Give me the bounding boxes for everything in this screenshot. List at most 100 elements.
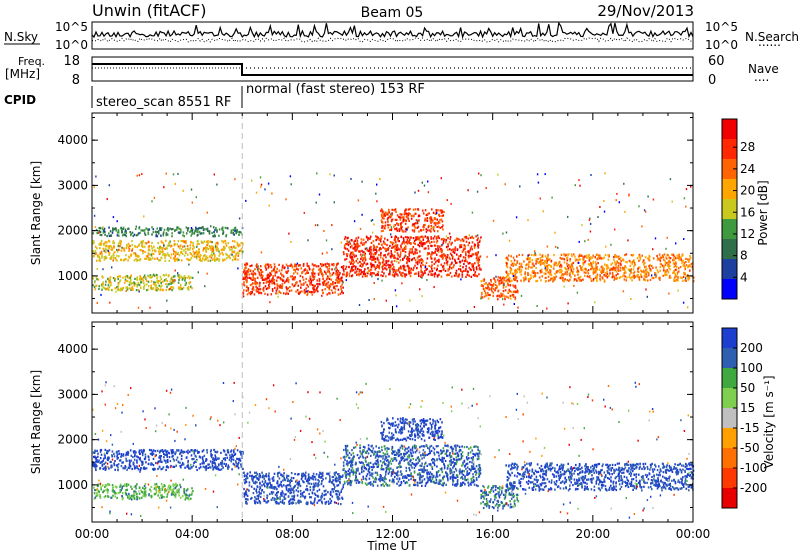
echo-cell	[179, 288, 181, 291]
echo-cell	[185, 283, 187, 286]
echo-cell	[632, 268, 635, 271]
echo-cell	[448, 268, 451, 271]
echo-cell	[528, 261, 530, 264]
echo-cell	[212, 246, 214, 249]
echo-cell	[226, 227, 228, 230]
echo-cell	[439, 254, 442, 257]
echo-cell	[334, 291, 336, 294]
echo-cell	[170, 281, 173, 284]
echo-cell	[209, 466, 211, 469]
echo-cell	[156, 227, 158, 230]
echo-cell	[224, 226, 227, 229]
echo-cell	[474, 271, 477, 274]
echo-cell	[207, 259, 209, 262]
echo-cell	[302, 480, 304, 483]
echo-cell	[469, 254, 472, 258]
echo-cell	[361, 271, 364, 274]
echo-cell	[418, 261, 421, 264]
echo-cell	[398, 228, 401, 231]
echo-cell	[597, 216, 599, 218]
echo-cell	[399, 259, 402, 262]
echo-cell	[492, 219, 495, 222]
echo-cell	[383, 254, 385, 257]
echo-cell	[296, 281, 298, 284]
echo-cell	[331, 263, 333, 266]
echo-cell	[531, 259, 534, 262]
echo-cell	[459, 244, 461, 247]
echo-cell	[361, 180, 363, 183]
echo-cell	[126, 452, 128, 456]
echo-cell	[270, 293, 273, 296]
echo-cell	[123, 247, 125, 250]
echo-cell	[464, 245, 466, 248]
echo-cell	[251, 283, 253, 286]
echo-cell	[523, 260, 525, 263]
echo-cell	[121, 234, 124, 237]
echo-cell	[462, 256, 465, 259]
echo-cell	[420, 266, 422, 269]
echo-cell	[170, 449, 172, 452]
echo-cell	[520, 269, 523, 272]
echo-cell	[355, 265, 357, 268]
echo-cell	[555, 261, 557, 264]
echo-cell	[393, 275, 396, 278]
echo-cell	[103, 489, 105, 492]
echo-cell	[381, 225, 384, 228]
echo-cell	[380, 230, 383, 233]
echo-cell	[282, 475, 285, 478]
echo-cell	[622, 290, 625, 293]
echo-cell	[528, 253, 531, 256]
echo-cell	[683, 197, 686, 200]
echo-cell	[424, 242, 426, 245]
echo-cell	[150, 490, 152, 493]
echo-cell	[151, 249, 154, 252]
echo-cell	[676, 254, 679, 257]
echo-cell	[125, 232, 128, 235]
echo-cell	[563, 285, 565, 288]
echo-cell	[267, 273, 269, 276]
echo-cell	[171, 451, 173, 454]
echo-cell	[424, 209, 427, 212]
echo-cell	[218, 234, 220, 237]
echo-cell	[293, 278, 296, 281]
noise-right-tick-bottom: 10^0	[705, 38, 738, 52]
echo-cell	[441, 209, 443, 212]
echo-cell	[645, 273, 648, 276]
echo-cell	[512, 272, 514, 275]
echo-cell	[159, 488, 161, 491]
echo-cell	[370, 265, 373, 269]
echo-cell	[222, 248, 225, 251]
echo-cell	[214, 259, 216, 262]
echo-cell	[108, 246, 110, 249]
echo-cell	[225, 244, 228, 247]
echo-cell	[154, 230, 157, 233]
echo-cell	[675, 279, 677, 282]
echo-cell	[219, 468, 221, 471]
echo-cell	[136, 284, 139, 287]
echo-cell	[95, 460, 98, 463]
echo-cell	[603, 267, 605, 270]
echo-cell	[418, 219, 420, 222]
echo-cell	[655, 266, 657, 269]
echo-cell	[165, 172, 167, 175]
echo-cell	[250, 291, 252, 294]
echo-cell	[191, 231, 194, 234]
echo-cell	[678, 270, 680, 273]
echo-cell	[144, 482, 147, 485]
echo-cell	[160, 468, 163, 471]
echo-cell	[318, 282, 320, 286]
echo-cell	[378, 242, 380, 245]
echo-cell	[514, 298, 517, 301]
echo-cell	[438, 270, 441, 273]
echo-cell	[607, 254, 609, 257]
echo-cell	[622, 268, 624, 271]
echo-cell	[549, 269, 551, 272]
echo-cell	[397, 239, 399, 242]
echo-cell	[342, 286, 344, 289]
echo-cell	[182, 231, 185, 234]
echo-cell	[221, 460, 224, 463]
echo-cell	[196, 255, 199, 258]
echo-cell	[611, 276, 614, 279]
echo-cell	[637, 274, 639, 277]
echo-cell	[574, 258, 577, 261]
